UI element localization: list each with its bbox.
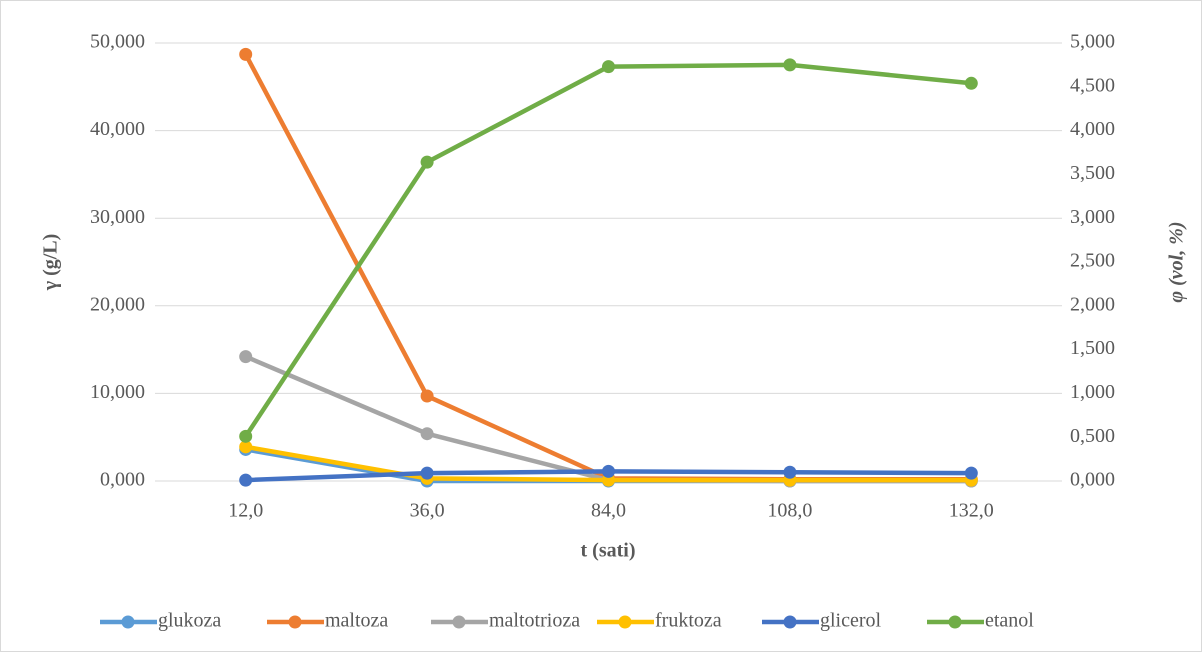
x-tick-label: 132,0 [949, 500, 994, 522]
x-axis-title: t (sati) [581, 540, 636, 562]
data-point [239, 440, 253, 454]
y2-tick-label: 3,000 [1070, 206, 1115, 228]
data-point [964, 466, 978, 480]
data-point [602, 464, 615, 478]
legend-label: fruktoza [655, 610, 722, 632]
y-tick-label: 30,000 [90, 206, 145, 228]
data-point [420, 155, 434, 169]
data-point [783, 465, 797, 479]
y2-tick-label: 0,000 [1070, 469, 1115, 491]
legend-label: maltoza [325, 610, 388, 632]
legend-marker [618, 615, 632, 629]
y-tick-label: 10,000 [90, 381, 145, 403]
legend-marker [948, 615, 962, 629]
y2-tick-label: 1,500 [1070, 337, 1115, 359]
y-axis-title: γ (g/L) [40, 234, 62, 292]
legend-marker [121, 615, 135, 629]
x-tick-label: 12,0 [228, 500, 263, 522]
data-point [420, 466, 434, 480]
y-tick-label: 0,000 [100, 469, 145, 491]
y2-tick-label: 4,000 [1070, 118, 1115, 140]
data-point [420, 427, 434, 441]
data-point [239, 473, 253, 487]
y2-tick-label: 3,500 [1070, 162, 1115, 184]
y2-axis-title: φ (vol, %) [1166, 221, 1188, 302]
legend-label: maltotrioza [489, 610, 580, 632]
data-point [964, 76, 978, 90]
x-tick-label: 108,0 [767, 500, 812, 522]
data-point [420, 389, 434, 403]
legend-marker [783, 615, 797, 629]
y2-tick-label: 4,500 [1070, 74, 1115, 96]
data-point [239, 350, 253, 364]
y-tick-label: 20,000 [90, 293, 145, 315]
x-tick-label: 84,0 [591, 500, 626, 522]
data-point [239, 429, 253, 443]
y-tick-label: 50,000 [90, 31, 145, 53]
data-point [602, 60, 615, 74]
legend-marker [288, 615, 302, 629]
x-tick-label: 36,0 [410, 500, 445, 522]
y2-tick-label: 5,000 [1070, 31, 1115, 53]
y2-tick-label: 2,000 [1070, 293, 1115, 315]
data-point [783, 58, 797, 72]
y-tick-label: 40,000 [90, 118, 145, 140]
data-point [239, 47, 253, 61]
legend-label: glukoza [158, 610, 221, 632]
legend-marker [452, 615, 466, 629]
y2-tick-label: 0,500 [1070, 425, 1115, 447]
y2-tick-label: 2,500 [1070, 250, 1115, 272]
legend-label: glicerol [820, 610, 882, 632]
y2-tick-label: 1,000 [1070, 381, 1115, 403]
legend-label: etanol [985, 610, 1034, 632]
